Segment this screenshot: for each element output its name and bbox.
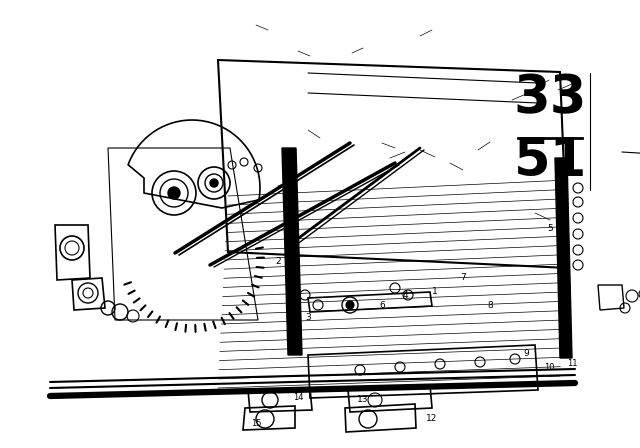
Text: 14: 14 — [292, 392, 303, 401]
Text: 4: 4 — [402, 292, 408, 301]
Text: 33: 33 — [514, 73, 587, 125]
Text: 2: 2 — [275, 258, 281, 267]
Text: 11: 11 — [567, 359, 577, 369]
Text: 9: 9 — [523, 349, 529, 358]
Text: 3: 3 — [305, 314, 311, 323]
Text: 5: 5 — [547, 224, 553, 233]
Polygon shape — [282, 148, 302, 355]
Circle shape — [210, 179, 218, 187]
Circle shape — [168, 187, 180, 199]
Circle shape — [346, 301, 354, 309]
Polygon shape — [555, 158, 572, 358]
Text: 51: 51 — [514, 135, 587, 187]
Text: 15: 15 — [251, 418, 261, 427]
Text: 13: 13 — [357, 396, 369, 405]
Text: 12: 12 — [426, 414, 438, 422]
Text: 10: 10 — [544, 363, 554, 372]
Text: 8: 8 — [487, 302, 493, 310]
Text: 7: 7 — [460, 273, 466, 283]
Text: 6: 6 — [379, 301, 385, 310]
Text: 1: 1 — [432, 287, 438, 296]
